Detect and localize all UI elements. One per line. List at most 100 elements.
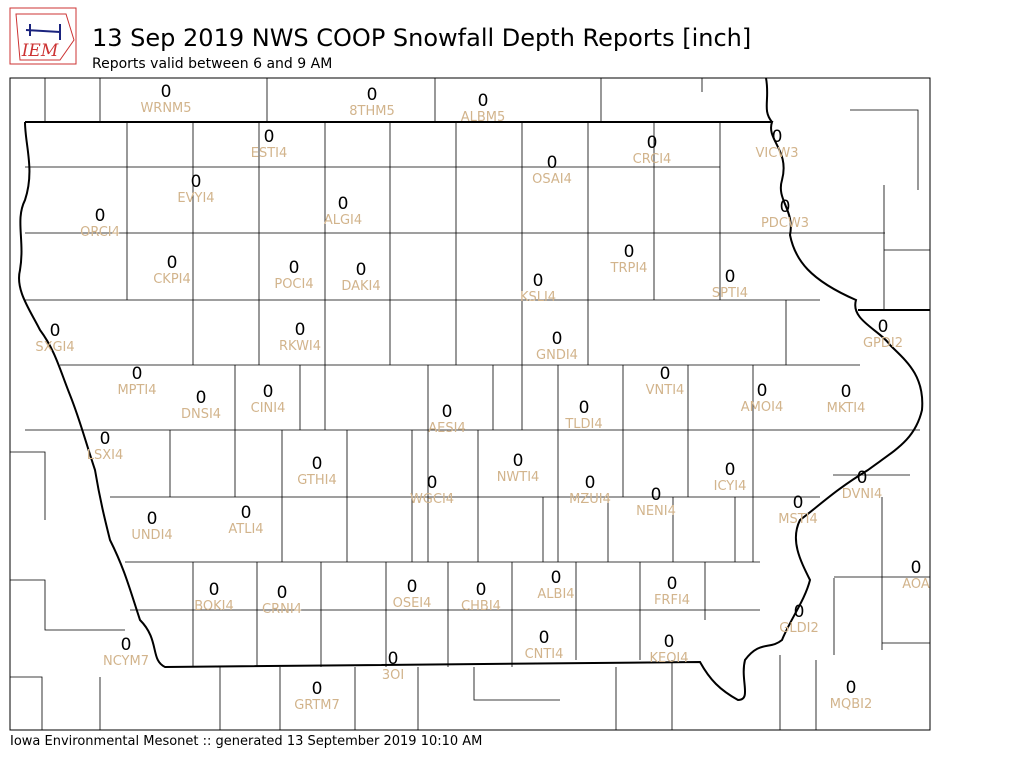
station-id: DNSI4 xyxy=(181,407,221,422)
station-id: MKTI4 xyxy=(827,401,866,416)
station-id: AOA xyxy=(902,577,930,592)
station-id: TRPI4 xyxy=(610,261,648,276)
station-id: POCI4 xyxy=(274,277,313,292)
station-value: 0 xyxy=(427,473,438,493)
station-value: 0 xyxy=(277,583,288,603)
station-value: 0 xyxy=(846,678,857,698)
station-value: 0 xyxy=(132,364,143,384)
station-value: 0 xyxy=(407,577,418,597)
station-id: FRFI4 xyxy=(654,593,690,608)
station-id: PDCW3 xyxy=(761,216,809,231)
station-id: CKPI4 xyxy=(153,272,191,287)
map-frame xyxy=(9,77,931,731)
station-id: BOKI4 xyxy=(194,599,234,614)
station-value: 0 xyxy=(547,153,558,173)
station-id: EVYI4 xyxy=(177,191,214,206)
station-value: 0 xyxy=(664,632,675,652)
station-value: 0 xyxy=(911,558,922,578)
station-value: 0 xyxy=(388,649,399,669)
station-value: 0 xyxy=(191,172,202,192)
station-id: TLDI4 xyxy=(564,417,602,432)
station-id: CRNI4 xyxy=(262,602,302,617)
station-id: ALBI4 xyxy=(537,587,574,602)
logo: IEM xyxy=(9,7,77,65)
station-id: WRNM5 xyxy=(140,101,191,116)
station-value: 0 xyxy=(50,321,61,341)
station-value: 0 xyxy=(551,568,562,588)
station-value: 0 xyxy=(167,253,178,273)
station-id: ICYI4 xyxy=(714,479,747,494)
station-value: 0 xyxy=(95,206,106,226)
station-id: CHBI4 xyxy=(461,599,501,614)
station-id: OSAI4 xyxy=(532,172,572,187)
station-value: 0 xyxy=(579,398,590,418)
logo-outline xyxy=(15,13,75,61)
station-id: GNDI4 xyxy=(536,348,578,363)
station-value: 0 xyxy=(772,127,783,147)
station-id: CINI4 xyxy=(251,401,286,416)
station-value: 0 xyxy=(533,271,544,291)
station-value: 0 xyxy=(780,197,791,217)
station-value: 0 xyxy=(312,679,323,699)
station-id: MPTI4 xyxy=(117,383,156,398)
station-value: 0 xyxy=(725,267,736,287)
state-border xyxy=(18,121,924,702)
logo-box xyxy=(9,7,77,65)
county-lines xyxy=(10,78,930,730)
station-value: 0 xyxy=(651,485,662,505)
title: 13 Sep 2019 NWS COOP Snowfall Depth Repo… xyxy=(92,24,751,52)
station-id: NCYM7 xyxy=(103,654,149,669)
station-value: 0 xyxy=(667,574,678,594)
station-value: 0 xyxy=(209,580,220,600)
station-id: SPTI4 xyxy=(712,286,748,301)
station-value: 0 xyxy=(660,364,671,384)
station-id: AMOI4 xyxy=(741,400,783,415)
station-value: 0 xyxy=(513,451,524,471)
station-id: WGCI4 xyxy=(410,492,454,507)
station-value: 0 xyxy=(793,493,804,513)
station-id: KEOI4 xyxy=(649,651,688,666)
logo-text: IEM xyxy=(21,41,59,61)
station-id: GPDI2 xyxy=(863,336,903,351)
station-id: VNTI4 xyxy=(646,383,685,398)
station-id: GTHI4 xyxy=(297,473,336,488)
station-value: 0 xyxy=(794,602,805,622)
stations: 0WRNM508THM50ALBM50ESTI40CRCI40VICW30OSA… xyxy=(35,82,930,713)
station-id: SXGI4 xyxy=(35,340,74,355)
station-id: GRTM7 xyxy=(294,698,340,713)
station-value: 0 xyxy=(121,635,132,655)
station-value: 0 xyxy=(539,628,550,648)
logo-icon xyxy=(25,24,61,40)
station-value: 0 xyxy=(295,320,306,340)
station-id: RKWI4 xyxy=(279,339,321,354)
station-value: 0 xyxy=(552,329,563,349)
